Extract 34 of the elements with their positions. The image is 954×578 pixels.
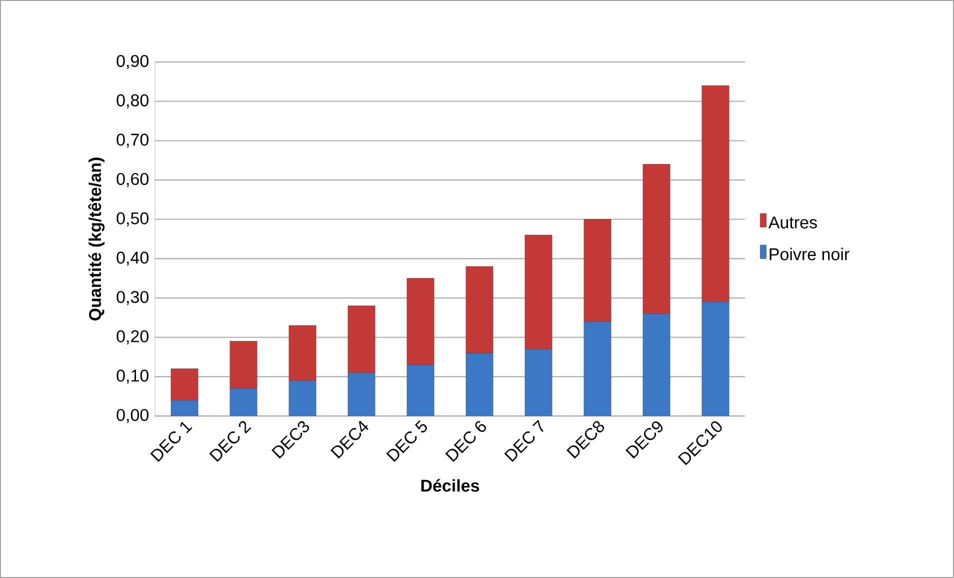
bar	[584, 321, 612, 416]
y-tick-label: 0,10	[116, 370, 148, 384]
y-axis-title: Quantité (kg/tête/an)	[88, 158, 105, 320]
legend-label: Autres	[768, 216, 817, 228]
bar	[348, 306, 376, 373]
x-axis-title: Déciles	[421, 479, 480, 492]
bar	[170, 400, 198, 416]
legend-label: Poivre noir	[770, 248, 850, 260]
bar	[584, 219, 612, 322]
y-tick-label: 0,20	[116, 330, 148, 344]
y-tick-label: 0,30	[116, 290, 148, 306]
y-tick-label: 0,60	[116, 172, 148, 188]
bar	[170, 368, 198, 400]
bar	[524, 234, 552, 350]
bar	[230, 341, 258, 389]
y-tick-label: 0,50	[116, 212, 148, 226]
bar	[288, 380, 316, 416]
bar	[406, 364, 434, 416]
bar	[642, 164, 670, 314]
bar	[642, 314, 670, 416]
bar	[466, 352, 494, 416]
y-tick-label: 0,90	[116, 54, 148, 70]
y-tick-label: 0,70	[116, 134, 148, 148]
bar	[702, 85, 730, 302]
y-tick-label: 0,80	[116, 94, 148, 108]
bar	[702, 302, 730, 416]
bar	[524, 348, 552, 416]
bar	[230, 388, 258, 416]
bar	[288, 325, 316, 381]
y-tick-label: 0,40	[116, 252, 148, 266]
bar	[406, 278, 434, 366]
bar	[466, 266, 494, 354]
y-tick-label: 0,00	[116, 408, 148, 424]
bar	[348, 372, 376, 416]
